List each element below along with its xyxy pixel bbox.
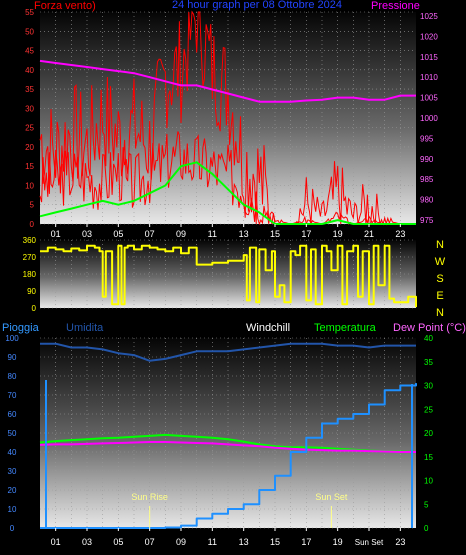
x-tick-label: 03 <box>82 229 92 239</box>
rain-series <box>40 383 417 529</box>
legend-entry: Pioggia <box>2 322 40 334</box>
x-tick-label: 13 <box>239 229 249 239</box>
x-tick-label: 19 <box>333 229 343 239</box>
y-tick-label: 55 <box>25 8 34 17</box>
y-tick-label: 10 <box>424 477 433 486</box>
y-tick-label: 30 <box>8 467 17 476</box>
y-tick-label: 60 <box>8 410 17 419</box>
compass-label: N <box>436 307 444 319</box>
direction-series <box>40 244 417 308</box>
y-tick-label: 25 <box>424 405 433 414</box>
x-tick-label: 13 <box>239 537 249 547</box>
y-tick-label: 975 <box>420 216 434 225</box>
x-tick-label: 15 <box>270 537 280 547</box>
x-tick-label: 01 <box>51 229 61 239</box>
y-tick-label: 30 <box>25 104 34 113</box>
x-tick-label: 05 <box>113 537 123 547</box>
gust-series <box>39 10 416 226</box>
y-tick-label: 180 <box>23 270 37 279</box>
legend-entry: Windchill <box>246 322 290 334</box>
y-tick-label: 1005 <box>420 94 438 103</box>
x-tick-label: 17 <box>301 537 311 547</box>
sun-marker-label: Sun Set <box>315 492 348 502</box>
y-tick-label: 270 <box>23 253 37 262</box>
wind-pressure-chart: 0510152025303540455055975980985990995100… <box>25 0 438 239</box>
y-tick-label: 90 <box>8 353 17 362</box>
right-axis-label: Pressione <box>371 0 420 12</box>
y-tick-label: 990 <box>420 155 434 164</box>
y-tick-label: 20 <box>8 486 17 495</box>
x-tick-label: 15 <box>270 229 280 239</box>
y-tick-label: 35 <box>25 85 34 94</box>
x-tick-label: 11 <box>208 537 217 547</box>
x-tick-label: 11 <box>208 229 217 239</box>
y-tick-label: 45 <box>25 47 34 56</box>
y-tick-label: 1000 <box>420 114 438 123</box>
x-tick-label: 19 <box>333 537 343 547</box>
x-tick-label: 23 <box>395 537 405 547</box>
y-tick-label: 1025 <box>420 12 438 21</box>
x-tick-label: 07 <box>145 229 155 239</box>
y-tick-label: 70 <box>8 391 17 400</box>
sun-marker-label: Sun Rise <box>131 492 168 502</box>
rain-humidity-temperature-chart: Sun Rise Sun Set 010203040506070809010005… <box>2 322 466 547</box>
y-tick-label: 0 <box>30 220 35 229</box>
y-tick-label: 5 <box>30 201 35 210</box>
y-tick-label: 20 <box>424 429 433 438</box>
y-tick-label: 40 <box>8 448 17 457</box>
legend-entry: Dew Point (°C) <box>393 322 466 334</box>
y-tick-label: 1015 <box>420 53 438 62</box>
y-tick-label: 980 <box>420 196 434 205</box>
y-tick-label: 35 <box>424 358 433 367</box>
y-tick-label: 1010 <box>420 73 438 82</box>
compass-label: E <box>436 290 443 302</box>
legend-entry: Temperatura <box>314 322 377 334</box>
compass-label: N <box>436 239 444 251</box>
left-axis-label: Forza vento) <box>34 0 96 12</box>
y-tick-label: 20 <box>25 143 34 152</box>
y-tick-label: 50 <box>8 429 17 438</box>
y-tick-label: 1020 <box>420 32 438 41</box>
y-tick-label: 15 <box>424 453 433 462</box>
x-tick-label: 05 <box>113 229 123 239</box>
y-tick-label: 40 <box>25 66 34 75</box>
y-tick-label: 985 <box>420 175 434 184</box>
y-tick-label: 40 <box>424 334 433 343</box>
dewpoint-series <box>39 441 416 453</box>
y-tick-label: 15 <box>25 162 34 171</box>
y-tick-label: 30 <box>424 382 433 391</box>
y-tick-label: 0 <box>10 524 15 533</box>
y-tick-label: 360 <box>23 236 37 245</box>
x-tick-label: 01 <box>51 537 61 547</box>
y-tick-label: 50 <box>25 27 34 36</box>
y-tick-label: 25 <box>25 124 34 133</box>
compass-label: S <box>436 273 443 285</box>
green-series <box>39 161 416 225</box>
compass-label: W <box>435 256 446 268</box>
y-tick-label: 10 <box>25 181 34 190</box>
x-tick-label: 09 <box>176 229 186 239</box>
x-tick-label: 07 <box>145 537 155 547</box>
x-tick-label: 03 <box>82 537 92 547</box>
x-tick-label: 21 <box>364 229 374 239</box>
y-tick-label: 995 <box>420 134 434 143</box>
x-tick-label: Sun Set <box>355 538 384 547</box>
y-tick-label: 80 <box>8 372 17 381</box>
pressure-series <box>39 59 416 103</box>
y-tick-label: 10 <box>8 505 17 514</box>
y-tick-label: 0 <box>32 304 37 313</box>
legend-entry: Umidita <box>66 322 104 334</box>
x-tick-label: 09 <box>176 537 186 547</box>
y-tick-label: 90 <box>27 287 36 296</box>
x-tick-label: 17 <box>301 229 311 239</box>
chart-title: 24 hour graph per 08 Ottobre 2024 <box>172 0 342 11</box>
y-tick-label: 0 <box>424 524 429 533</box>
x-tick-label: 23 <box>395 229 405 239</box>
humidity-series <box>40 342 416 362</box>
y-tick-label: 100 <box>5 334 19 343</box>
y-tick-label: 5 <box>424 500 429 509</box>
